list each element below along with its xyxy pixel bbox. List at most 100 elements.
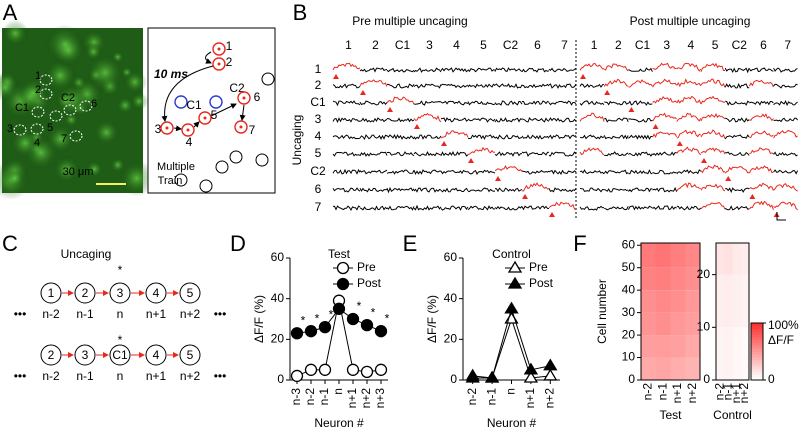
position-label: n: [117, 307, 124, 321]
roi-outline: [30, 123, 44, 135]
open-cell: [199, 179, 213, 193]
y-label: ΔF/F (%): [425, 295, 439, 343]
colorbar-step: [751, 351, 763, 355]
x-tick-label: n+2: [737, 383, 751, 404]
trace: [332, 117, 361, 124]
colorbar-step: [751, 342, 763, 347]
trace: [700, 129, 726, 139]
panel-label: B: [293, 0, 308, 25]
trace: [413, 100, 442, 106]
trace: [440, 150, 469, 157]
trace: [579, 100, 605, 106]
trace: [604, 206, 629, 211]
legend-label: Pre: [529, 260, 548, 274]
trace: [467, 205, 496, 211]
x-tick-label: n-1: [655, 383, 669, 401]
trace: [773, 151, 798, 157]
series-line: [472, 317, 551, 379]
roi-outline: [31, 106, 45, 118]
x-label: Control: [713, 408, 752, 422]
scale-label: 30 μm: [63, 166, 94, 178]
trace: [652, 131, 678, 139]
y-tick-label: 0: [450, 372, 457, 386]
point: [346, 363, 360, 376]
trace: [413, 204, 442, 211]
point: [523, 362, 539, 375]
cell-blob: [52, 155, 81, 184]
trace: [700, 164, 726, 174]
stim-marker: [580, 74, 586, 79]
trace: [724, 134, 750, 140]
column-label: 3: [426, 38, 433, 52]
significance: *: [315, 311, 320, 325]
trace: [628, 79, 653, 88]
heat-cell: [732, 274, 742, 328]
trace: [628, 151, 653, 157]
point: [336, 261, 350, 275]
arrow: [173, 125, 182, 132]
colorbar-label: ΔF/F: [768, 333, 794, 347]
point: [290, 327, 304, 340]
trace: [725, 151, 750, 156]
diagram-label: 6: [254, 90, 261, 104]
colorbar-step: [751, 365, 763, 369]
point: [507, 260, 523, 273]
trace: [749, 200, 774, 210]
trace: [521, 151, 550, 157]
roi-outline: [13, 124, 27, 136]
heat-cell: [685, 357, 701, 380]
column-label: 2: [372, 38, 379, 52]
panel-label: D: [230, 231, 246, 256]
heat-cell: [716, 274, 725, 328]
heat-cell: [685, 312, 701, 336]
c-title: Uncaging: [61, 247, 112, 261]
trace: [676, 146, 702, 156]
trace: [332, 62, 361, 71]
colorbar-step: [751, 360, 763, 364]
heat-cell: [655, 357, 671, 380]
stim-marker: [652, 124, 659, 129]
trace: [467, 134, 496, 140]
trace: [603, 169, 629, 175]
trace: [603, 134, 629, 140]
trace: [603, 188, 629, 193]
significance: *: [329, 307, 334, 321]
x-tick-label: n+1: [345, 388, 359, 409]
position-label: n-2: [42, 307, 60, 321]
caption: Train: [158, 175, 183, 187]
roi-outline: [63, 104, 77, 116]
node-dot: [217, 62, 221, 66]
neuron-node: [40, 344, 62, 366]
y-tick-label: 20: [697, 267, 711, 281]
roi-outline: [39, 88, 53, 100]
y-tick-label: 20: [444, 332, 458, 346]
x-tick-label: n+3: [373, 388, 387, 409]
cell-blob: [115, 96, 135, 115]
x-tick-label: n+1: [523, 388, 537, 409]
trace: [700, 112, 726, 122]
heat-cell: [685, 267, 701, 291]
panel-label: A: [3, 0, 18, 25]
colorbar-frame: [750, 322, 764, 381]
trace: [548, 83, 577, 89]
colorbar-step: [751, 348, 763, 352]
colorbar-step: [751, 368, 763, 372]
trace: [548, 117, 577, 123]
trace: [386, 151, 415, 157]
point: [304, 363, 318, 376]
arrow: [205, 51, 212, 64]
diagram-label: 7: [249, 123, 256, 137]
point: [332, 302, 346, 315]
point: [543, 358, 558, 371]
point: [504, 301, 519, 314]
stim-marker: [414, 124, 420, 129]
node-label: 2: [48, 348, 55, 362]
column-label: C2: [732, 38, 748, 52]
stim-marker: [387, 107, 393, 112]
neuron-node: [179, 282, 201, 304]
cell-blob: [51, 32, 86, 68]
trace: [603, 117, 629, 123]
trace: [467, 83, 496, 89]
trace: [548, 100, 577, 106]
